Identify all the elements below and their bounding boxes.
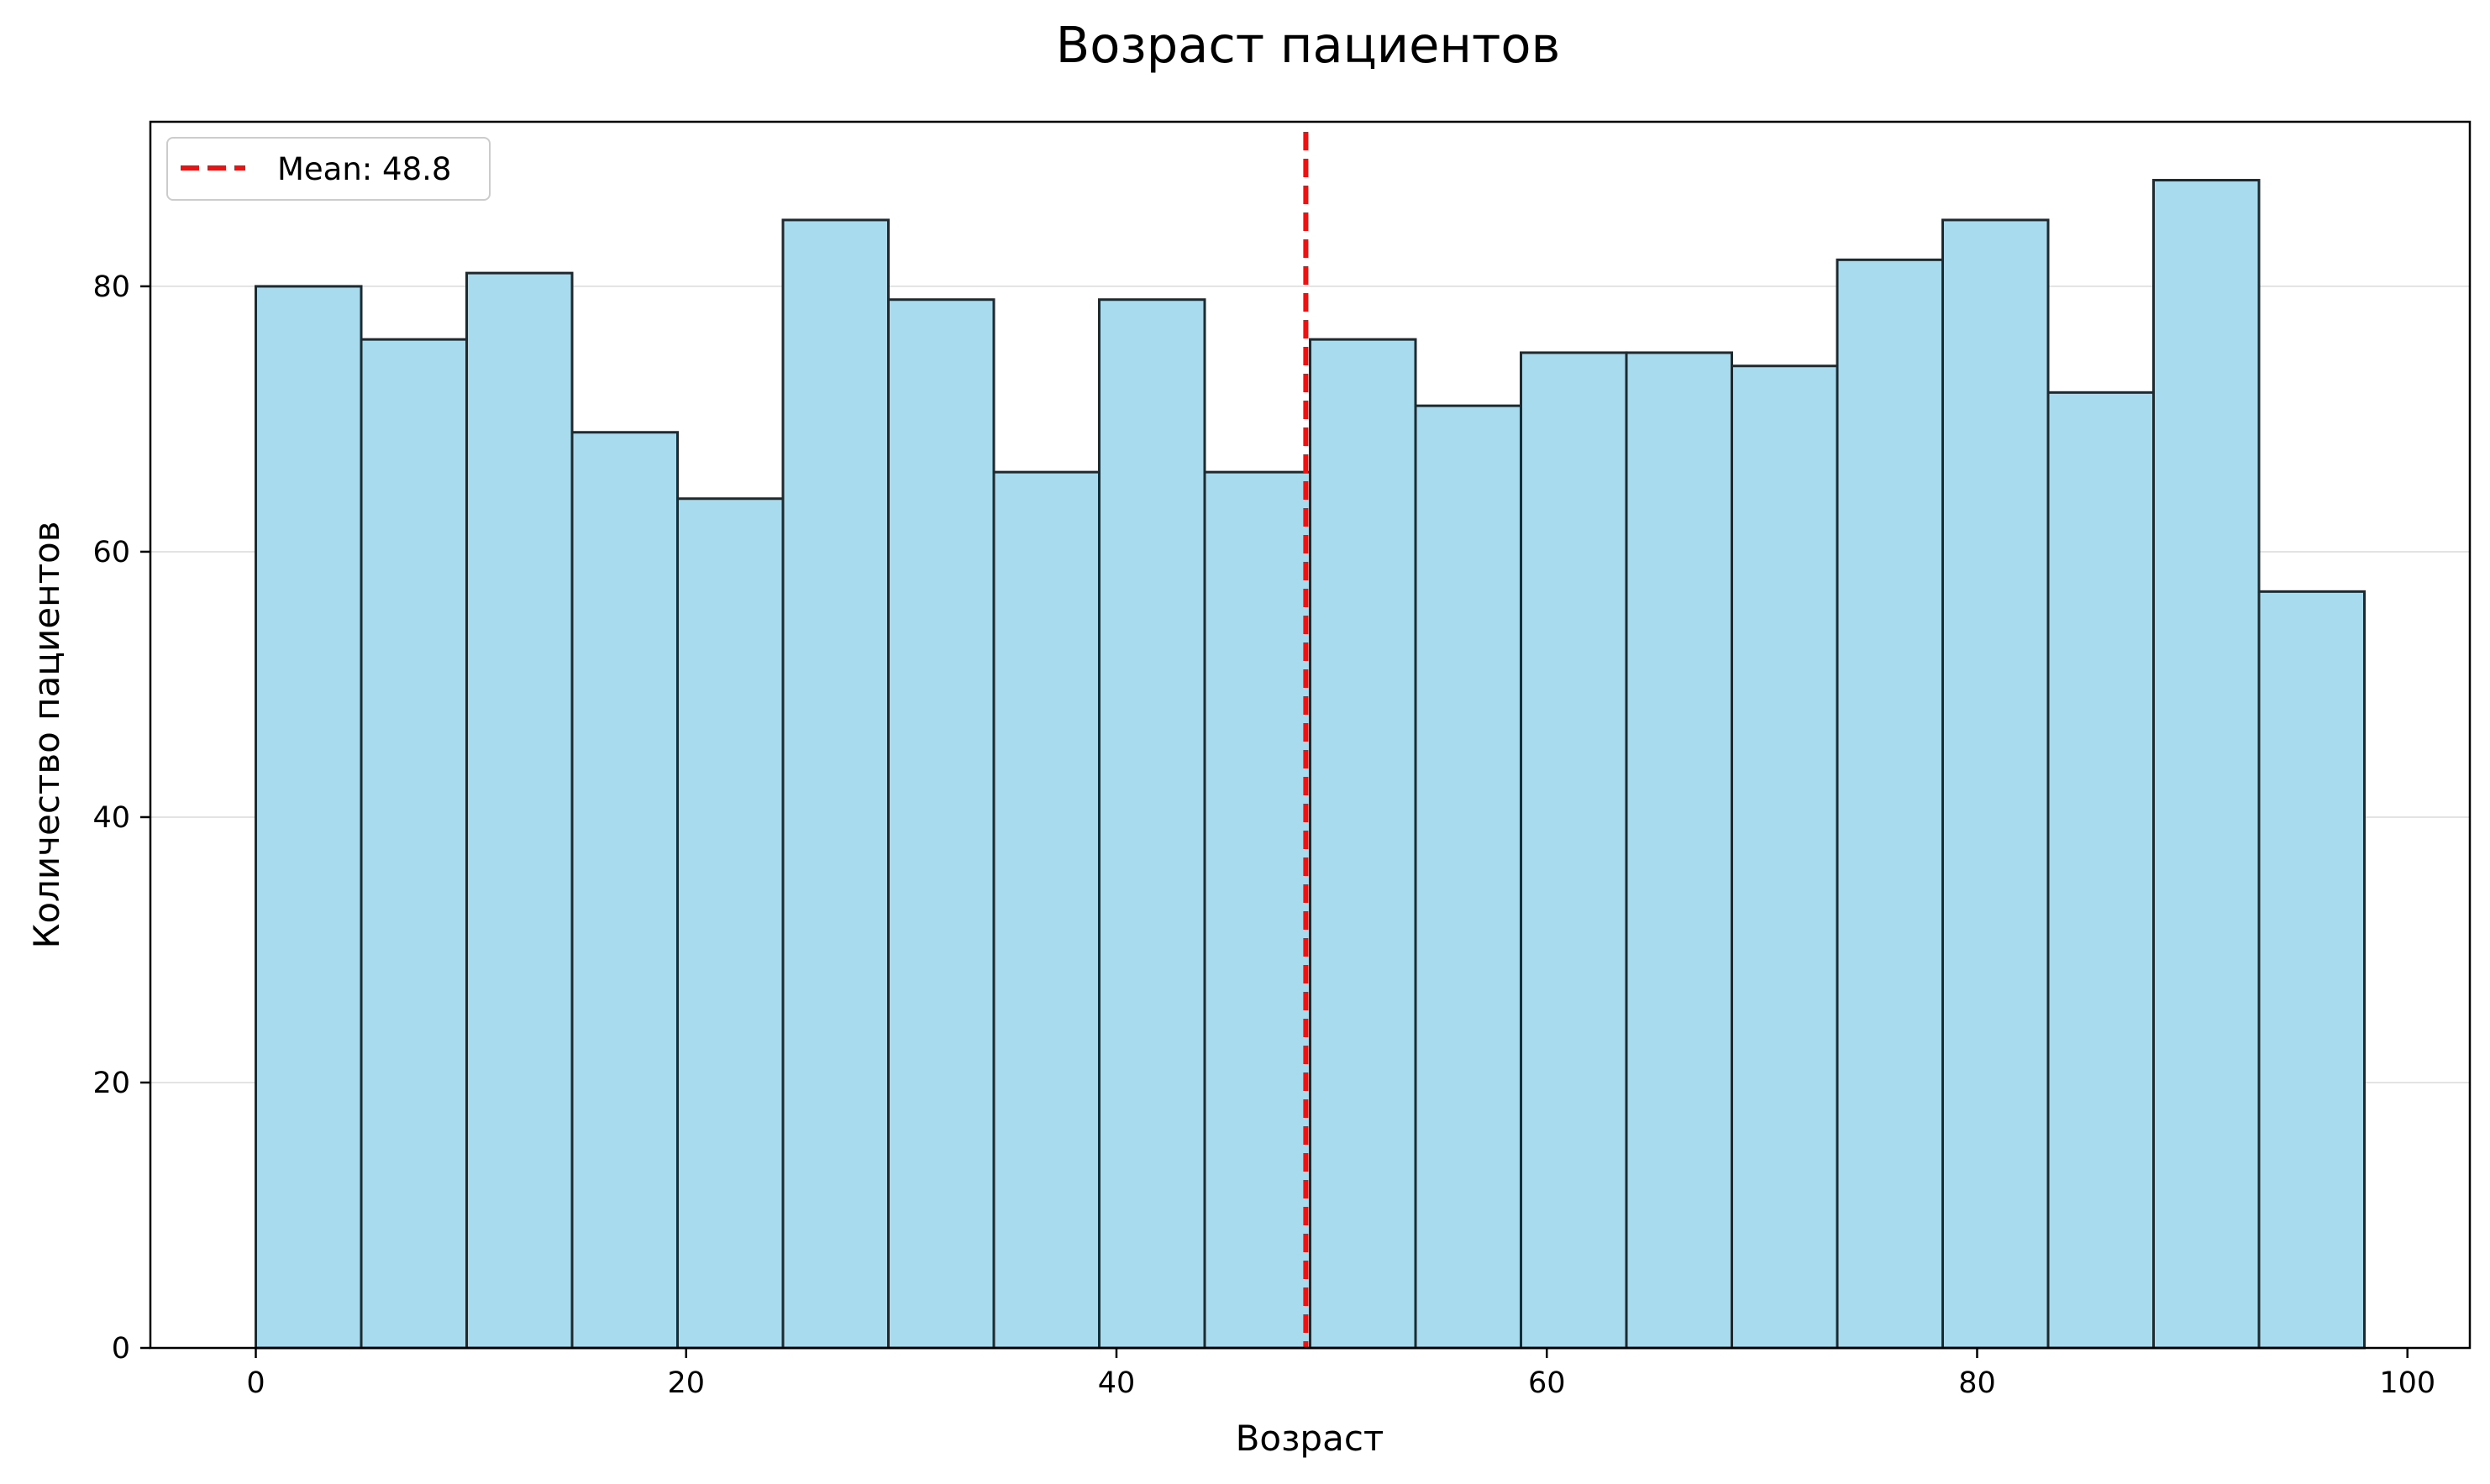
plot-area-frame <box>149 120 2472 1350</box>
legend-box <box>166 137 491 201</box>
x-axis-ticks: 0 20 40 60 80 100 <box>246 1348 2435 1400</box>
x-tick-label: 20 <box>667 1366 705 1400</box>
x-tick-label: 60 <box>1528 1366 1566 1400</box>
x-tick-label: 80 <box>1958 1366 1996 1400</box>
histogram-bars <box>255 179 2366 1350</box>
x-tick-label: 100 <box>2379 1366 2435 1400</box>
histogram-bar <box>570 431 679 1350</box>
histogram-bar <box>1836 258 1944 1350</box>
y-tick-label: 20 <box>92 1067 130 1100</box>
histogram-bar <box>2046 391 2155 1350</box>
y-axis-ticks: 0 20 40 60 80 <box>92 270 150 1366</box>
histogram-bar <box>2257 590 2366 1350</box>
histogram-bar <box>1309 338 1417 1350</box>
x-tick-label: 0 <box>246 1366 265 1400</box>
histogram-bar <box>1731 364 1839 1350</box>
legend: Mean: 48.8 <box>166 137 491 201</box>
y-tick-label: 80 <box>92 270 130 304</box>
histogram-bar <box>465 271 574 1350</box>
histogram-bar <box>1520 351 1628 1350</box>
chart-title: Возраст пациентов <box>1056 16 1560 74</box>
histogram-bar <box>360 338 468 1350</box>
x-tick-label: 40 <box>1098 1366 1136 1400</box>
y-tick-label: 40 <box>92 801 130 835</box>
histogram-bar <box>1203 470 1311 1350</box>
histogram-bar <box>255 285 363 1350</box>
histogram-bar <box>992 470 1101 1350</box>
histogram-bar <box>2152 179 2261 1350</box>
histogram-bar <box>1414 404 1522 1350</box>
histogram-bar <box>1941 218 2050 1350</box>
y-tick-label: 60 <box>92 536 130 569</box>
histogram-bar <box>1098 298 1206 1350</box>
histogram-bar <box>887 298 995 1350</box>
legend-mean-label: Mean: 48.8 <box>277 151 451 187</box>
histogram-bar <box>1625 351 1733 1350</box>
histogram-bar <box>676 497 785 1350</box>
x-axis-label: Возраст <box>1236 1418 1384 1459</box>
y-axis-label: Количество пациентов <box>26 522 67 949</box>
histogram-bar <box>781 218 890 1350</box>
y-tick-label: 0 <box>112 1332 130 1366</box>
